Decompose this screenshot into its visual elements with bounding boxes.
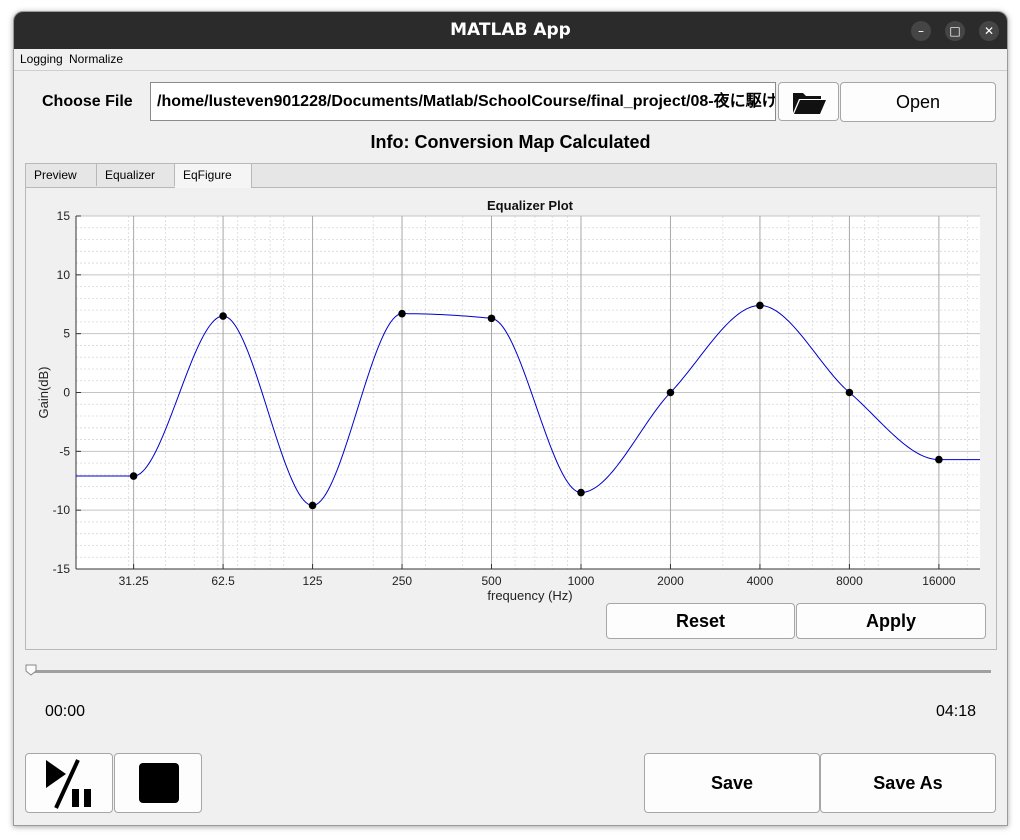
x-tick-label: 4000 [747, 574, 774, 588]
tab-group: Preview Equalizer EqFigure 15 10 5 0 -5 -10 -1… [25, 163, 997, 650]
browse-folder-button[interactable] [778, 82, 839, 121]
choose-file-label: Choose File [42, 93, 133, 110]
chart-title: Equalizer Plot [487, 198, 574, 213]
play-pause-icon [46, 759, 91, 809]
save-as-button[interactable]: Save As [820, 753, 996, 813]
eq-point-marker [577, 488, 585, 497]
eq-point-marker [935, 455, 943, 464]
y-tick-label: 15 [57, 209, 71, 223]
save-button[interactable]: Save [644, 753, 820, 813]
eq-point-marker [398, 309, 406, 318]
apply-button[interactable]: Apply [796, 603, 986, 639]
menu-normalize[interactable]: Normalize [69, 52, 124, 66]
y-axis-label: Gain(dB) [36, 366, 51, 418]
eq-point-marker [845, 388, 854, 397]
x-tick-label: 31.25 [119, 574, 149, 588]
x-tick-label: 8000 [836, 574, 863, 588]
open-button[interactable]: Open [840, 82, 996, 122]
x-tick-label: 125 [303, 574, 323, 588]
eq-point-marker [666, 388, 675, 397]
x-tick-label: 500 [481, 574, 501, 588]
eq-curve-line [76, 304, 980, 506]
tab-bar: Preview Equalizer EqFigure [26, 164, 996, 188]
menu-bar: Logging Normalize [14, 49, 1007, 71]
file-path-field[interactable]: /home/lusteven901228/Documents/Matlab/Sc… [150, 82, 776, 121]
current-time: 00:00 [45, 703, 86, 720]
total-time: 04:18 [936, 703, 977, 720]
window-title: MATLAB App [450, 20, 571, 40]
tab-eqfigure[interactable]: EqFigure [175, 164, 252, 188]
play-pause-button[interactable] [25, 753, 113, 813]
x-tick-label: 250 [392, 574, 412, 588]
eq-point-marker [129, 472, 138, 480]
tab-preview[interactable]: Preview [26, 164, 97, 186]
eq-point-marker [219, 312, 227, 320]
stop-icon [139, 763, 179, 803]
equalizer-chart: 15 10 5 0 -5 -10 -15 31.25 62.5 125 250 500 1000 2000… [36, 198, 980, 603]
stop-button[interactable] [114, 753, 202, 813]
tab-equalizer[interactable]: Equalizer [97, 164, 175, 186]
y-tick-label: -15 [53, 562, 71, 576]
y-tick-label: 10 [57, 268, 71, 282]
reset-button[interactable]: Reset [606, 603, 795, 639]
maximize-icon[interactable]: □ [945, 21, 965, 41]
x-tick-label: 62.5 [211, 574, 235, 588]
eq-point-marker [487, 314, 496, 323]
eq-point-marker [756, 301, 764, 310]
title-bar: MATLAB App – □ ✕ [14, 12, 1007, 49]
folder-icon [792, 93, 826, 114]
menu-logging[interactable]: Logging [20, 52, 63, 66]
info-status: Info: Conversion Map Calculated [370, 132, 651, 152]
minimize-icon[interactable]: – [911, 21, 931, 41]
y-tick-label: 0 [63, 386, 70, 400]
y-tick-label: -5 [59, 444, 70, 458]
y-tick-label: -10 [53, 503, 71, 517]
playback-slider-track[interactable] [31, 670, 991, 673]
x-tick-label: 16000 [922, 574, 956, 588]
eq-point-marker [308, 501, 317, 510]
app-window: MATLAB App – □ ✕ Logging Normalize Choos… [13, 11, 1008, 826]
close-icon[interactable]: ✕ [979, 21, 999, 41]
x-tick-label: 1000 [568, 574, 595, 588]
playback-slider-thumb[interactable] [25, 664, 37, 676]
y-tick-label: 5 [63, 327, 70, 341]
x-tick-label: 2000 [657, 574, 684, 588]
x-axis-label: frequency (Hz) [487, 588, 572, 603]
